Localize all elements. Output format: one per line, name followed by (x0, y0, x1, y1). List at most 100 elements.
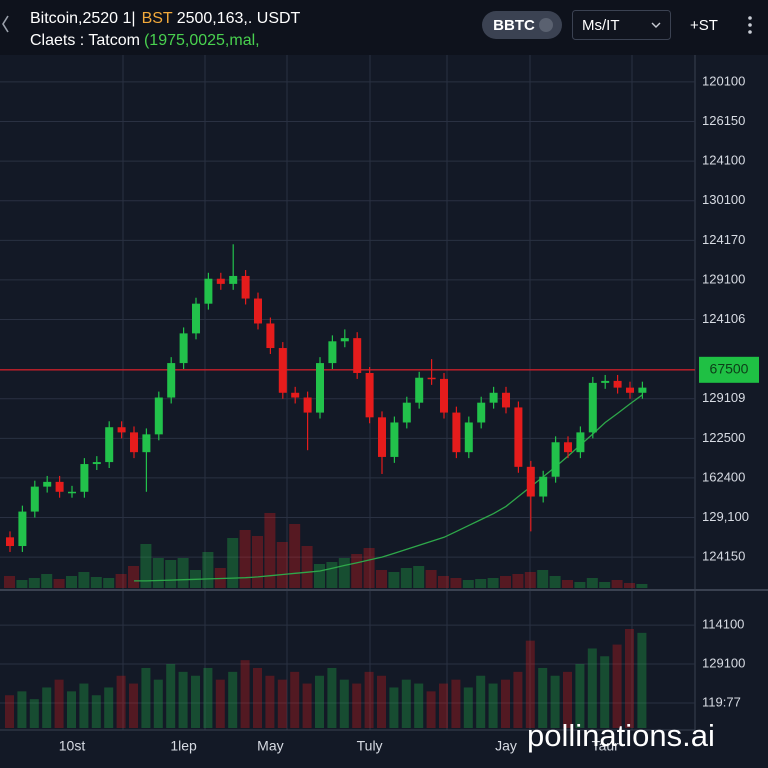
menu-icon[interactable] (748, 16, 752, 34)
indicator-bar (352, 683, 362, 728)
indicator-bar (389, 687, 399, 728)
x-tick-label: May (257, 738, 283, 754)
volume-bar (351, 554, 363, 588)
candle-body (328, 341, 337, 364)
volume-bar (574, 582, 586, 588)
candle-body (340, 338, 349, 342)
volume-bar (301, 546, 313, 588)
indicator-bar (414, 683, 424, 728)
x-tick-label: Taur (592, 738, 620, 754)
candle-body (204, 278, 213, 304)
symbol-label[interactable]: BBTC (493, 17, 535, 34)
indicator-bar (550, 675, 560, 728)
candle-body (55, 481, 64, 492)
indicator-bar (426, 691, 436, 728)
candle-body (130, 432, 138, 453)
candle-body (638, 387, 647, 393)
indicator-bar (116, 675, 126, 728)
interval-label[interactable]: Ms/IT (582, 17, 620, 34)
indicator-bar (153, 679, 163, 728)
indicator-bar (587, 648, 597, 728)
header-green: (1975,0025,mal, (144, 32, 260, 49)
volume-bar (28, 578, 40, 588)
y-tick-label: 124106 (702, 311, 745, 326)
candle-body (588, 382, 597, 433)
interval-dropdown[interactable] (572, 10, 671, 40)
candle-body (526, 466, 535, 497)
indicator-bar (525, 640, 535, 728)
candle-body (440, 378, 448, 413)
price-label: 67500 (710, 361, 749, 377)
volume-bar (376, 570, 387, 588)
volume-bar (487, 578, 499, 588)
header-text: Bitcoin,2520 1| (30, 10, 136, 27)
indicator-bar (563, 671, 572, 728)
indicator-bar (327, 667, 337, 728)
volume-bar (524, 572, 536, 588)
volume-bar (562, 580, 573, 588)
volume-bar (400, 568, 412, 588)
indicator-bar (290, 671, 300, 728)
candle-body (452, 412, 461, 453)
candle-body (266, 323, 275, 349)
candle-body (316, 363, 324, 413)
x-tick-label: 10st (59, 738, 86, 754)
indicator-bar (203, 667, 213, 728)
y-tick-label: 120100 (702, 73, 745, 88)
candle-body (390, 422, 399, 457)
y-tick-label: 124170 (702, 232, 745, 247)
volume-bar (599, 582, 611, 588)
volume-bar (636, 584, 648, 588)
indicator-bar (501, 679, 510, 728)
candle-body (564, 442, 572, 453)
candle-body (613, 380, 622, 388)
candle-body (477, 402, 486, 423)
indicator-bar (141, 667, 151, 728)
indicator-bar (42, 687, 52, 728)
candle-body (241, 275, 250, 299)
indicator-bar (253, 667, 262, 728)
volume-bar (450, 578, 462, 588)
volume-bar (326, 562, 338, 588)
y-tick-label: 114100 (702, 617, 744, 632)
volume-bar (103, 578, 115, 588)
candle-body (365, 372, 374, 418)
indicator-bar (439, 683, 448, 728)
indicator-bar (575, 664, 585, 728)
candle-body (291, 392, 300, 398)
indicator-bar (91, 695, 101, 728)
volume-bar (500, 576, 511, 588)
candle-body (30, 486, 39, 512)
candle-body (254, 298, 262, 324)
indicator-bar (54, 679, 64, 728)
y-tick-label: 124100 (702, 153, 745, 168)
volume-bar (165, 560, 177, 588)
add-button[interactable]: +ST (690, 17, 718, 34)
indicator-bar (612, 644, 622, 728)
symbol-clear[interactable] (539, 18, 553, 32)
volume-bar (177, 558, 189, 588)
x-tick-label: Jay (495, 738, 517, 754)
indicator-bar (240, 660, 250, 728)
candle-body (303, 397, 312, 413)
indicator-bar (302, 683, 312, 728)
candle-body (18, 511, 27, 547)
symbol-button[interactable] (482, 11, 562, 39)
volume-bar (128, 566, 139, 588)
candle-body (192, 303, 200, 334)
y-tick-label: 124150 (702, 549, 745, 564)
indicator-bar (17, 691, 27, 728)
indicator-bar (451, 679, 461, 728)
indicator-bar (488, 683, 498, 728)
volume-bar (264, 513, 276, 588)
volume-bar (41, 574, 53, 588)
indicator-bar (538, 667, 548, 728)
volume-bar (425, 570, 437, 588)
indicator-bar (5, 695, 14, 728)
indicator-bar (277, 679, 287, 728)
candle-body (229, 275, 238, 284)
back-icon[interactable] (2, 15, 9, 33)
candle-body (179, 333, 188, 364)
volume-bar (115, 574, 127, 588)
